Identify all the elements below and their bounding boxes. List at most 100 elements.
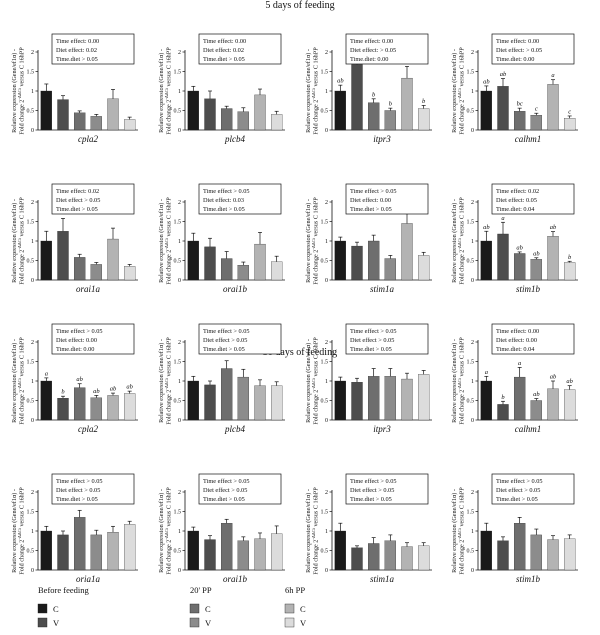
bar bbox=[351, 245, 363, 281]
bar bbox=[401, 77, 413, 131]
gene-label: stim1b bbox=[516, 284, 541, 294]
gene-label: stim1a bbox=[370, 574, 395, 584]
stats-line: Time effect > 0.05 bbox=[203, 478, 250, 485]
y-tick-label: 0.5 bbox=[27, 259, 35, 265]
bar bbox=[90, 116, 102, 131]
significance-letter: c bbox=[568, 108, 571, 115]
stats-box bbox=[345, 473, 429, 505]
y-tick-label: 0.5 bbox=[174, 399, 182, 405]
significance-letter: b bbox=[422, 98, 426, 105]
legend-swatch bbox=[37, 617, 48, 628]
stats-line: Diet effect: 0.00 bbox=[350, 197, 391, 204]
stats-line: Time effect: 0.02 bbox=[496, 188, 539, 195]
bar bbox=[74, 112, 86, 131]
stats-line: Diet effect > 0.05 bbox=[203, 487, 247, 494]
stats-line: Diet effect: > 0.05 bbox=[496, 47, 542, 54]
bar bbox=[187, 240, 199, 281]
bar bbox=[334, 240, 346, 281]
legend-swatch bbox=[189, 617, 200, 628]
significance-letter: ab bbox=[533, 250, 540, 257]
y-tick-label: 2 bbox=[178, 490, 181, 496]
significance-letter: c bbox=[535, 106, 538, 113]
gene-label: orai1a bbox=[76, 284, 101, 294]
chart-plcb4-panel: Relative expression (Gene/ef1α) -Fold ch… bbox=[158, 33, 285, 144]
stats-line: Time effect: 0.00 bbox=[496, 328, 539, 335]
bar bbox=[401, 223, 413, 281]
y-tick-label: 2 bbox=[471, 200, 474, 206]
y-tick-label: 0 bbox=[31, 128, 34, 134]
bar bbox=[237, 540, 249, 571]
y-axis-label: Relative expression (Gene/ef1α) -Fold ch… bbox=[158, 337, 173, 425]
y-tick-label: 0 bbox=[325, 278, 328, 284]
bar bbox=[90, 397, 102, 421]
stats-line: Time.diet: 0.04 bbox=[496, 206, 535, 213]
stats-line: Diet effect > 0.05 bbox=[350, 337, 394, 344]
chart-calhm1-panel: Relative expression (Gene/ef1α) -Fold ch… bbox=[451, 323, 578, 434]
stats-line: Diet effect: 0.03 bbox=[203, 197, 244, 204]
bar bbox=[384, 258, 396, 281]
stats-line: Diet effect: 0.05 bbox=[496, 197, 537, 204]
significance-letter: a bbox=[551, 72, 554, 79]
y-tick-label: 1 bbox=[471, 89, 474, 95]
y-tick-label: 2 bbox=[31, 200, 34, 206]
legend-item-label: V bbox=[53, 618, 60, 628]
y-axis-label: Relative expression (Gene/ef1α) -Fold ch… bbox=[11, 197, 26, 285]
bar bbox=[418, 545, 430, 571]
stats-box bbox=[51, 183, 135, 215]
bar bbox=[271, 261, 283, 281]
gene-label: oria1a bbox=[76, 574, 101, 584]
stats-box bbox=[491, 183, 575, 215]
stats-line: Time effect: 0.00 bbox=[56, 38, 99, 45]
stats-line: Time effect > 0.05 bbox=[350, 478, 397, 485]
stats-box bbox=[345, 323, 429, 355]
bar bbox=[384, 110, 396, 131]
y-tick-label: 0 bbox=[178, 278, 181, 284]
significance-letter: a bbox=[518, 360, 521, 367]
y-tick-label: 1.5 bbox=[174, 70, 182, 76]
bar bbox=[90, 534, 102, 571]
y-tick-label: 1 bbox=[325, 239, 328, 245]
y-tick-label: 0.5 bbox=[174, 259, 182, 265]
y-tick-label: 0.5 bbox=[27, 549, 35, 555]
stats-line: Time.diet > 0.05 bbox=[56, 206, 98, 213]
y-tick-label: 1 bbox=[178, 529, 181, 535]
y-tick-label: 1.5 bbox=[321, 360, 329, 366]
stats-line: Time.diet > 0.05 bbox=[56, 56, 98, 63]
stats-line: Diet effect > 0.05 bbox=[496, 487, 540, 494]
y-axis-label: Relative expression (Gene/ef1α) -Fold ch… bbox=[11, 47, 26, 135]
y-tick-label: 0 bbox=[178, 418, 181, 424]
y-tick-label: 0.5 bbox=[27, 109, 35, 115]
significance-letter: b bbox=[61, 389, 65, 396]
significance-letter: ab bbox=[566, 378, 573, 385]
significance-letter: b bbox=[568, 254, 572, 261]
y-tick-label: 1.5 bbox=[467, 220, 475, 226]
significance-letter: b bbox=[372, 91, 376, 98]
y-tick-label: 2 bbox=[31, 340, 34, 346]
bar bbox=[237, 265, 249, 281]
stats-line: Diet effect > 0.05 bbox=[350, 487, 394, 494]
y-tick-label: 2 bbox=[178, 340, 181, 346]
stats-line: Diet effect: 0.02 bbox=[203, 47, 244, 54]
stats-line: Time.diet > 0.05 bbox=[350, 496, 392, 503]
gene-label: cpla2 bbox=[78, 424, 98, 434]
y-tick-label: 1 bbox=[325, 379, 328, 385]
bar bbox=[254, 94, 266, 131]
bar bbox=[107, 532, 119, 571]
y-tick-label: 1 bbox=[178, 379, 181, 385]
stats-line: Time.diet: 0.00 bbox=[350, 56, 388, 63]
bar bbox=[368, 102, 380, 131]
y-tick-label: 2 bbox=[325, 340, 328, 346]
bar bbox=[530, 400, 542, 421]
y-tick-label: 1 bbox=[471, 529, 474, 535]
y-tick-label: 2 bbox=[471, 490, 474, 496]
bar bbox=[547, 236, 559, 281]
legend-group-title: 20' PP bbox=[190, 585, 212, 595]
y-tick-label: 0 bbox=[31, 418, 34, 424]
chart-stim1b-panel: Relative expression (Gene/ef1α) -Fold ch… bbox=[451, 183, 578, 294]
stats-box bbox=[491, 473, 575, 505]
legend-item-label: C bbox=[205, 604, 211, 614]
bar bbox=[57, 534, 69, 571]
stats-line: Time effect > 0.05 bbox=[350, 328, 397, 335]
